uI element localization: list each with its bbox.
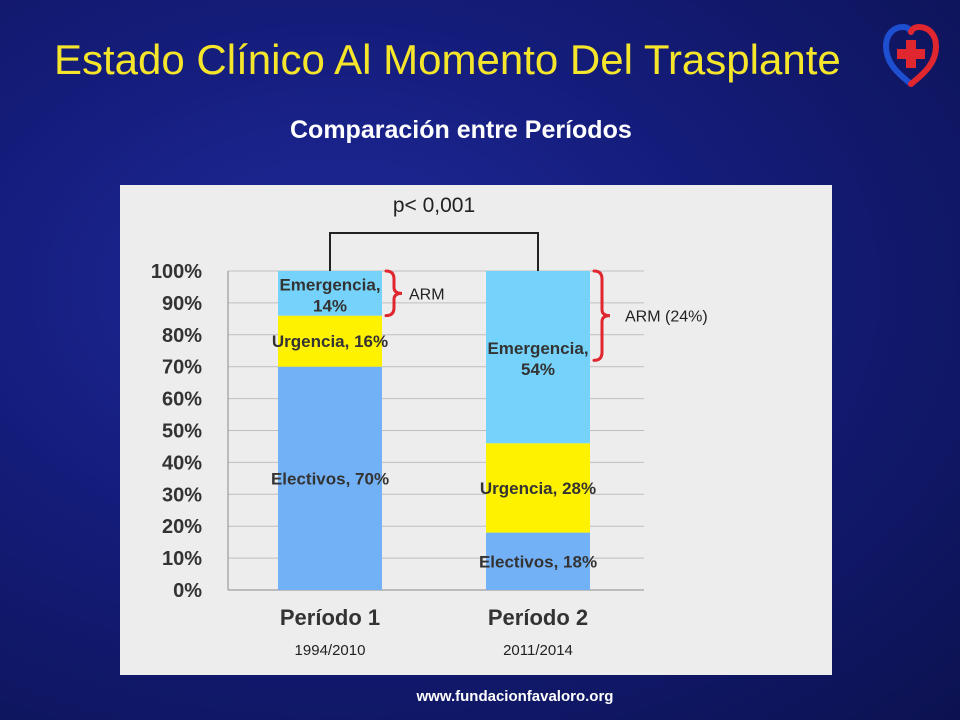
data-label: Urgencia, 16%: [272, 332, 388, 351]
x-category-label: Período 1: [280, 605, 380, 630]
y-tick-label: 20%: [162, 516, 202, 538]
website-footer: www.fundacionfavaloro.org: [416, 688, 614, 705]
y-tick-label: 0%: [173, 580, 202, 602]
y-tick-label: 50%: [162, 421, 202, 443]
bar-segment-emergencia-1: [278, 271, 382, 316]
data-label: Emergencia,: [487, 339, 588, 358]
data-label: 54%: [521, 360, 555, 379]
chart-subtitle: Comparación entre Períodos: [290, 116, 632, 144]
data-label: Electivos, 70%: [271, 469, 389, 488]
x-category-sublabel: 1994/2010: [295, 642, 366, 659]
arm-label-period-2: ARM (24%): [625, 309, 708, 326]
y-tick-label: 40%: [162, 452, 202, 474]
y-tick-label: 30%: [162, 484, 202, 506]
bar-segment-urgencia-1: [278, 315, 382, 367]
bar-segment-urgencia-2: [486, 443, 590, 533]
stacked-bar-chart: 0% 10% 20% 30% 40% 50% 60% 70% 80% 90% 100% Electiv…: [151, 194, 708, 659]
x-category-sublabel: 2011/2014: [503, 642, 573, 659]
arm-bracket-period-2: [592, 269, 611, 362]
y-tick-label: 80%: [162, 325, 202, 347]
arm-bracket-period-1: [384, 269, 403, 318]
chart-panel: 0% 10% 20% 30% 40% 50% 60% 70% 80% 90% 100% Electiv…: [120, 185, 832, 675]
slide-title: Estado Clínico Al Momento Del Trasplante: [54, 36, 841, 83]
y-tick-label: 90%: [162, 293, 202, 315]
significance-bracket: [329, 232, 539, 271]
bar-segment-emergencia-2: [486, 271, 590, 444]
bar-segment-electivos-2: [486, 532, 590, 590]
bar-segment-electivos-1: [278, 366, 382, 590]
x-category-label: Período 2: [488, 605, 588, 630]
data-label: Electivos, 18%: [479, 552, 597, 571]
y-tick-label: 70%: [162, 357, 202, 379]
y-tick-label: 10%: [162, 548, 202, 570]
data-label: 14%: [313, 296, 347, 315]
y-tick-label: 100%: [151, 261, 202, 283]
significance-label: p< 0,001: [393, 194, 475, 217]
arm-label-period-1: ARM: [409, 286, 445, 303]
data-label: Emergencia,: [279, 275, 380, 294]
y-tick-label: 60%: [162, 389, 202, 411]
data-label: Urgencia, 28%: [480, 479, 596, 498]
heart-cross-logo-icon: [882, 23, 940, 87]
